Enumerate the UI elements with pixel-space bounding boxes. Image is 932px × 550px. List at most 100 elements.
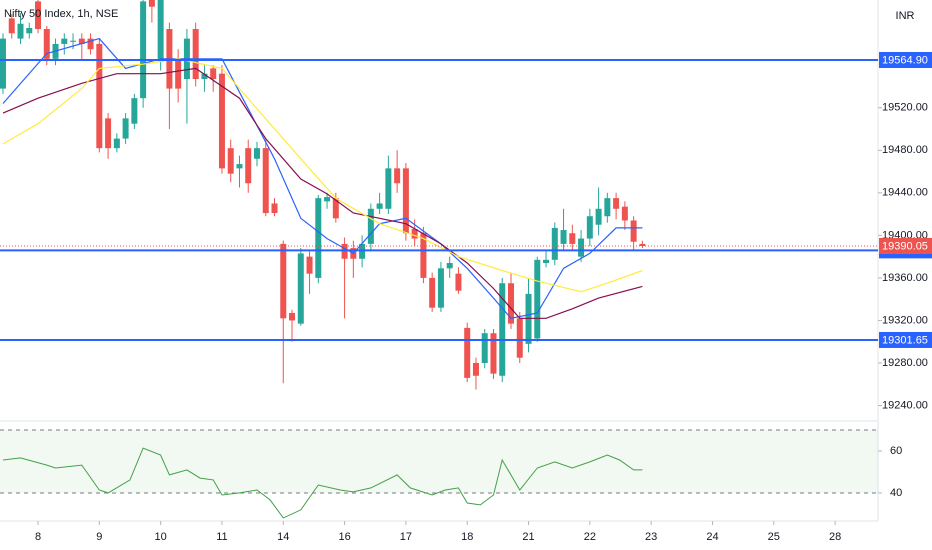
candle-body <box>315 198 322 278</box>
candle-body <box>17 23 24 39</box>
candle-body <box>420 233 427 278</box>
candle-body <box>516 318 523 358</box>
x-tick-label: 23 <box>645 531 657 543</box>
candle-body <box>61 38 68 44</box>
y-tick-label: 40 <box>890 487 902 499</box>
candle-body <box>253 148 260 159</box>
x-tick-label: 14 <box>277 531 289 543</box>
candle-body <box>446 263 453 269</box>
candle-body <box>105 118 112 149</box>
candle-body <box>507 283 514 324</box>
x-tick-label: 10 <box>155 531 167 543</box>
candle-body <box>245 148 252 184</box>
x-tick-label: 25 <box>768 531 780 543</box>
moving-average <box>2 37 643 319</box>
y-tick-label: 19240.00 <box>882 399 928 411</box>
price-label: 19301.65 <box>882 334 928 346</box>
candle-body <box>271 203 278 214</box>
candle-body <box>604 198 611 217</box>
candle-body <box>367 208 374 244</box>
candle-body <box>96 43 103 149</box>
candle-body <box>464 327 471 378</box>
candle-body <box>472 362 479 376</box>
candle-body <box>43 29 50 59</box>
candle-body <box>227 148 234 174</box>
candle-body <box>578 238 585 257</box>
candle-body <box>26 27 33 34</box>
candle-body <box>543 259 550 264</box>
candle-body <box>586 216 593 239</box>
candle-body <box>630 220 637 242</box>
candle-body <box>201 73 208 80</box>
x-tick-label: 9 <box>96 531 102 543</box>
x-tick-label: 24 <box>706 531 718 543</box>
candle-body <box>332 198 339 219</box>
price-label-box <box>879 51 932 68</box>
candle-body <box>499 283 506 376</box>
candle-body <box>621 206 628 221</box>
candle-body <box>481 333 488 363</box>
candle-body <box>35 1 42 30</box>
candle-body <box>455 273 462 291</box>
y-tick-label: 19440.00 <box>882 187 928 199</box>
candle-body <box>148 0 155 7</box>
candle-body <box>437 268 444 308</box>
candle-body <box>402 168 409 234</box>
x-tick-label: 21 <box>522 531 534 543</box>
candle-body <box>113 138 120 149</box>
candle-body <box>306 256 313 274</box>
candle-body <box>236 164 243 169</box>
candle-body <box>175 58 182 89</box>
y-tick-label: 19280.00 <box>882 357 928 369</box>
x-tick-label: 16 <box>338 531 350 543</box>
candle-body <box>262 148 269 214</box>
candle-body <box>0 38 6 89</box>
candle-body <box>639 243 646 247</box>
candle-body <box>376 203 383 209</box>
chart-title: Nifty 50 Index, 1h, NSE <box>4 8 118 20</box>
candle-body <box>70 40 77 42</box>
candle-body <box>569 233 576 244</box>
candle-body <box>87 38 94 50</box>
candle-body <box>289 313 296 321</box>
candle-body <box>122 118 129 139</box>
y-tick-label: 19520.00 <box>882 102 928 114</box>
candle-body <box>560 230 567 244</box>
candle-body <box>324 197 331 202</box>
price-label-box <box>879 237 932 254</box>
moving-average <box>2 58 643 293</box>
x-tick-label: 18 <box>461 531 473 543</box>
candle-body <box>394 168 401 184</box>
x-tick-label: 11 <box>216 531 227 543</box>
candle-body <box>490 333 497 374</box>
y-tick-label: 19480.00 <box>882 144 928 156</box>
price-label: 19564.90 <box>882 54 928 66</box>
x-tick-label: 8 <box>35 531 41 543</box>
candle-body <box>140 1 147 99</box>
candle-body <box>8 18 15 34</box>
price-label-box <box>879 331 932 348</box>
y-tick-label: 19320.00 <box>882 314 928 326</box>
candle-body <box>551 227 558 260</box>
candle-body <box>131 98 138 124</box>
candle-body <box>429 277 436 308</box>
candle-body <box>218 73 225 169</box>
candle-body <box>613 198 620 209</box>
candle-body <box>192 29 199 80</box>
candle-body <box>157 0 164 59</box>
x-tick-label: 22 <box>584 531 596 543</box>
candle-body <box>280 243 287 319</box>
currency: INR <box>896 10 915 22</box>
y-tick-label: 60 <box>890 445 902 457</box>
candle-body <box>297 253 304 324</box>
candle-body <box>595 208 602 225</box>
price-label: 19390.05 <box>882 240 928 252</box>
x-tick-label: 17 <box>400 531 412 543</box>
candle-body <box>534 259 541 339</box>
candle-body <box>78 38 85 44</box>
rsi-line <box>2 447 643 519</box>
y-tick-label: 19360.00 <box>882 272 928 284</box>
x-tick-label: 28 <box>829 531 841 543</box>
